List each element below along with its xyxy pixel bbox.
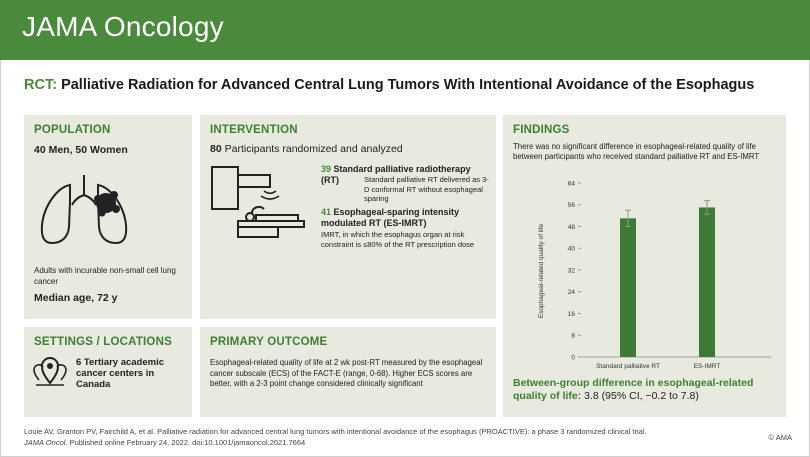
population-heading: POPULATION [34, 124, 111, 136]
result-value: 3.8 (95% CI, −0.2 to 7.8) [584, 390, 699, 402]
result-label: Between-group difference in esophageal-r… [513, 377, 754, 402]
title-prefix: RCT: [24, 77, 58, 93]
findings-heading: FINDINGS [513, 124, 570, 136]
y-tick-label: 24 [568, 289, 576, 296]
chart-y-axis-label: Esophageal-related quality of life [538, 223, 545, 318]
y-tick-label: 8 [571, 333, 575, 340]
primary-outcome-heading: PRIMARY OUTCOME [210, 336, 328, 348]
error-bar [625, 209, 631, 227]
title-text: Palliative Radiation for Advanced Centra… [61, 77, 755, 93]
population-description: Adults with incurable non-small cell lun… [34, 266, 176, 286]
error-bar [704, 200, 710, 215]
intervention-heading: INTERVENTION [210, 124, 298, 136]
primary-outcome-panel: PRIMARY OUTCOME Esophageal-related quali… [200, 327, 496, 417]
citation: Louie AV, Granton PV, Fairchild A, et al… [24, 427, 647, 436]
arm2-title: Esophageal-sparing intensity modulated R… [321, 207, 460, 228]
location-pins-icon [33, 357, 67, 386]
radiotherapy-machine-icon [211, 166, 305, 238]
arm1-description: Standard palliative RT delivered as 3-D … [364, 175, 489, 203]
settings-panel: SETTINGS / LOCATIONS 6 Tertiary academic… [24, 327, 192, 417]
y-tick-label: 32 [568, 267, 576, 274]
y-tick-label: 40 [568, 246, 576, 253]
findings-text: There was no significant difference in e… [513, 142, 760, 161]
population-count: 40 Men, 50 Women [34, 144, 128, 156]
result-block: Between-group difference in esophageal-r… [513, 377, 783, 403]
findings-panel: FINDINGS There was no significant differ… [503, 115, 786, 417]
arm2-description: IMRT, in which the esophagus organ at ri… [321, 230, 475, 249]
y-tick-label: 56 [568, 202, 576, 209]
chart-bars [620, 200, 715, 357]
chart-y-ticks: 0 8 16 24 32 40 48 56 64 [568, 180, 581, 361]
journal-title: JAMA Oncology [22, 11, 224, 42]
arm1-block: 39 Standard palliative radiotherapy (RT) [321, 164, 489, 185]
intervention-panel: INTERVENTION 80 Participants randomized … [200, 115, 496, 319]
population-median-age: Median age, 72 y [34, 292, 118, 304]
x-category-label: Standard palliative RT [596, 363, 660, 370]
x-category-label: ES-IMRT [694, 363, 721, 370]
participants-line: 80 Participants randomized and analyzed [210, 143, 403, 156]
journal-header: JAMA Oncology [0, 0, 810, 60]
findings-bar-chart: Esophageal-related quality of life 0 8 16 2… [538, 180, 771, 370]
published-info: Published online February 24, 2022. doi:… [69, 438, 306, 447]
settings-text: 6 Tertiary academic cancer centers in Ca… [76, 357, 165, 390]
arm1-number: 39 [321, 164, 332, 174]
bar [620, 218, 636, 357]
y-tick-label: 16 [568, 311, 576, 318]
chart-x-ticks: Standard palliative RT ES-IMRT [596, 363, 720, 370]
bar [699, 207, 715, 357]
participants-text: Participants randomized and analyzed [224, 143, 403, 155]
arm2-number: 41 [321, 207, 332, 217]
y-tick-label: 48 [568, 224, 576, 231]
settings-heading: SETTINGS / LOCATIONS [34, 336, 172, 348]
lungs-icon [40, 175, 128, 245]
journal-abbrev: JAMA Oncol. [24, 438, 68, 447]
copyright: © AMA [768, 433, 792, 442]
population-panel: POPULATION 40 Men, 50 Women Adults with … [24, 115, 192, 319]
primary-outcome-text: Esophageal-related quality of life at 2 … [210, 358, 483, 388]
arm2-block: 41 Esophageal-sparing intensity modulate… [321, 207, 489, 228]
y-tick-label: 0 [571, 354, 575, 361]
participants-number: 80 [210, 143, 222, 155]
y-tick-label: 64 [568, 180, 576, 187]
page-title: RCT: Palliative Radiation for Advanced C… [24, 77, 754, 93]
publication-line: JAMA Oncol. Published online February 24… [24, 438, 305, 447]
arm1-title: Standard palliative radiotherapy (RT) [321, 164, 471, 185]
